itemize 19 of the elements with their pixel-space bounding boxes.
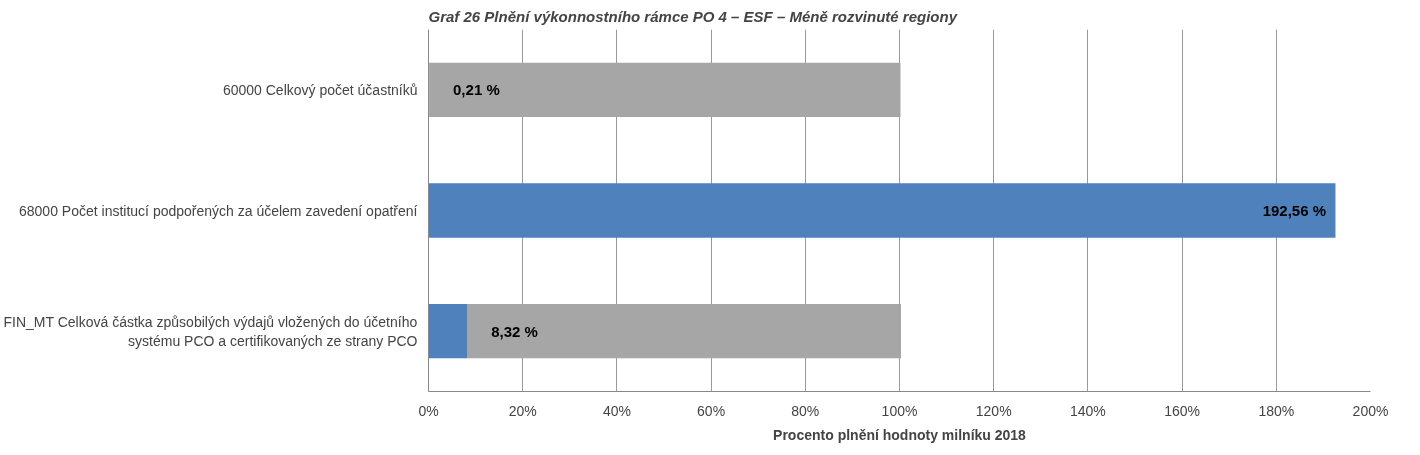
x-tick-label: 100%: [881, 402, 918, 419]
x-tick-label: 60%: [697, 402, 726, 419]
x-tick-label: 200%: [1352, 402, 1389, 419]
data-label: 0,21 %: [453, 81, 500, 99]
x-tick-label: 80%: [791, 402, 820, 419]
x-tick-label: 140%: [1070, 402, 1106, 419]
x-tick-label: 160%: [1164, 402, 1201, 419]
x-tick-label: 20%: [508, 402, 537, 419]
chart-title: Graf 26 Plnění výkonnostního rámce PO 4 – ESF – Méně rozvinuté regiony: [428, 7, 958, 25]
data-label: 8,32 %: [491, 322, 538, 340]
y-tick-label: 60000 Celkový počet účastníků: [222, 81, 418, 98]
x-tick-label: 40%: [602, 402, 631, 419]
x-tick-label: 180%: [1258, 402, 1295, 419]
y-tick-label: 68000 Počet institucí podpořených za účelem zavedení opatření: [19, 202, 418, 219]
y-tick-label: FIN_MT Celková částka způsobilých výdajů vložených do účetního systému PCO a certifikovaných ze strany PCO: [3, 313, 418, 349]
data-label: 192,56 %: [1262, 202, 1327, 219]
x-axis-title: Procento plnění hodnoty milníku 2018: [773, 426, 1027, 443]
x-tick-label: 120%: [975, 402, 1012, 419]
x-tick-label: 0%: [418, 402, 439, 419]
